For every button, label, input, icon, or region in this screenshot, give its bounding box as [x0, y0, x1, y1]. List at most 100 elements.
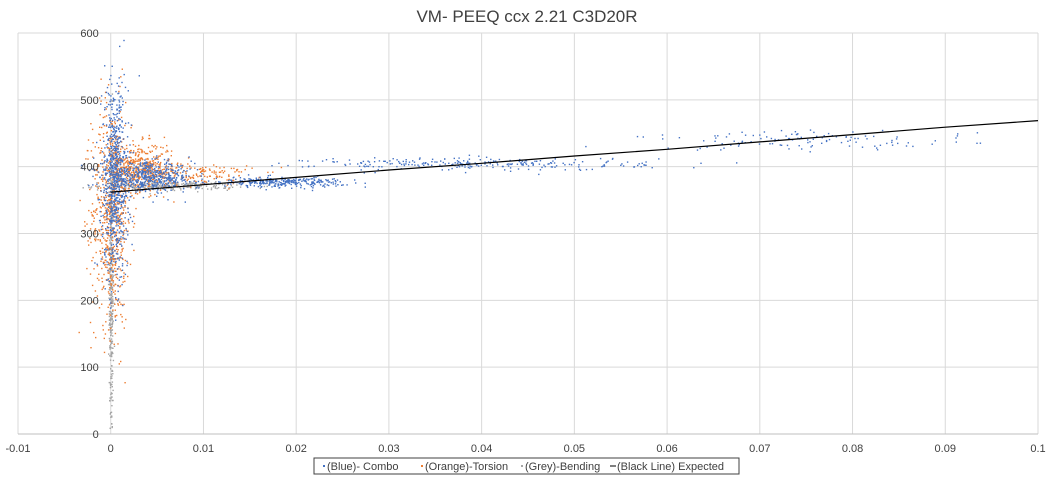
data-point: [108, 381, 110, 384]
data-point: [644, 164, 646, 166]
data-point: [190, 167, 192, 169]
data-point: [173, 175, 176, 177]
data-point: [176, 173, 178, 176]
data-point: [271, 186, 273, 188]
data-point: [464, 171, 467, 174]
data-point: [112, 265, 114, 267]
data-point: [459, 162, 461, 164]
data-point: [148, 137, 150, 140]
data-point: [157, 161, 159, 163]
data-point: [124, 174, 126, 176]
data-point: [118, 188, 120, 191]
data-point: [125, 122, 127, 125]
data-point: [703, 140, 705, 142]
data-point: [130, 163, 133, 166]
data-point: [92, 301, 94, 303]
data-point: [114, 332, 117, 335]
data-point: [115, 177, 118, 179]
data-point: [109, 247, 111, 249]
data-point: [133, 184, 135, 187]
data-point: [132, 180, 134, 182]
data-point: [92, 184, 94, 186]
data-point: [113, 150, 116, 152]
data-point: [110, 373, 113, 375]
data-point: [281, 183, 283, 185]
data-point: [283, 183, 286, 185]
data-point: [258, 178, 260, 180]
data-point: [89, 237, 91, 240]
legend-marker: [323, 465, 325, 467]
data-point: [112, 305, 114, 307]
data-point: [305, 179, 307, 181]
data-point: [225, 185, 227, 188]
data-point: [129, 150, 131, 153]
data-point: [182, 191, 184, 193]
data-point: [145, 175, 147, 178]
data-point: [213, 178, 215, 180]
data-point: [121, 173, 123, 175]
data-point: [137, 172, 140, 174]
data-point: [121, 223, 123, 225]
data-point: [136, 190, 139, 192]
data-point: [116, 229, 119, 231]
data-point: [89, 273, 92, 275]
data-point: [144, 167, 146, 169]
data-point: [102, 177, 104, 179]
data-point: [115, 270, 117, 272]
data-point: [110, 294, 112, 296]
data-point: [309, 184, 311, 186]
data-point: [113, 125, 115, 127]
data-point: [231, 180, 233, 182]
data-point: [151, 160, 154, 162]
data-point: [226, 189, 228, 191]
data-point: [288, 182, 291, 185]
data-point: [95, 209, 97, 211]
data-point: [106, 106, 108, 108]
data-point: [414, 164, 416, 166]
data-point: [812, 138, 814, 140]
data-point: [574, 159, 577, 161]
data-point: [149, 175, 152, 177]
data-point: [108, 178, 111, 180]
data-point: [166, 144, 168, 147]
data-point: [166, 172, 168, 174]
data-point: [109, 135, 111, 137]
data-point: [99, 250, 102, 252]
data-point: [125, 156, 127, 159]
data-point: [444, 158, 446, 160]
data-point: [554, 166, 556, 168]
data-point: [124, 206, 126, 208]
data-point: [197, 187, 199, 189]
data-point: [98, 230, 101, 232]
data-point: [603, 164, 605, 166]
data-point: [132, 161, 134, 163]
data-point: [113, 175, 115, 178]
data-point: [81, 167, 84, 170]
data-point: [489, 163, 491, 165]
data-point: [116, 258, 118, 260]
data-point: [115, 135, 118, 138]
x-tick-label: 0.05: [564, 443, 585, 455]
data-point: [118, 232, 121, 234]
data-point: [115, 204, 117, 206]
data-point: [874, 145, 876, 147]
data-point: [165, 168, 167, 170]
data-point: [336, 179, 339, 181]
data-point: [110, 133, 113, 136]
data-point: [197, 185, 200, 187]
data-point: [119, 268, 121, 270]
data-point: [165, 173, 167, 176]
data-point: [101, 163, 104, 165]
data-point: [145, 165, 148, 168]
data-point: [201, 178, 203, 180]
data-point: [134, 184, 136, 186]
data-point: [165, 180, 168, 182]
data-point: [194, 162, 196, 165]
data-point: [348, 159, 351, 161]
data-point: [145, 179, 147, 181]
data-point: [285, 184, 287, 186]
data-point: [166, 177, 168, 179]
data-point: [100, 199, 102, 201]
data-point: [121, 238, 123, 240]
data-point: [112, 173, 115, 175]
